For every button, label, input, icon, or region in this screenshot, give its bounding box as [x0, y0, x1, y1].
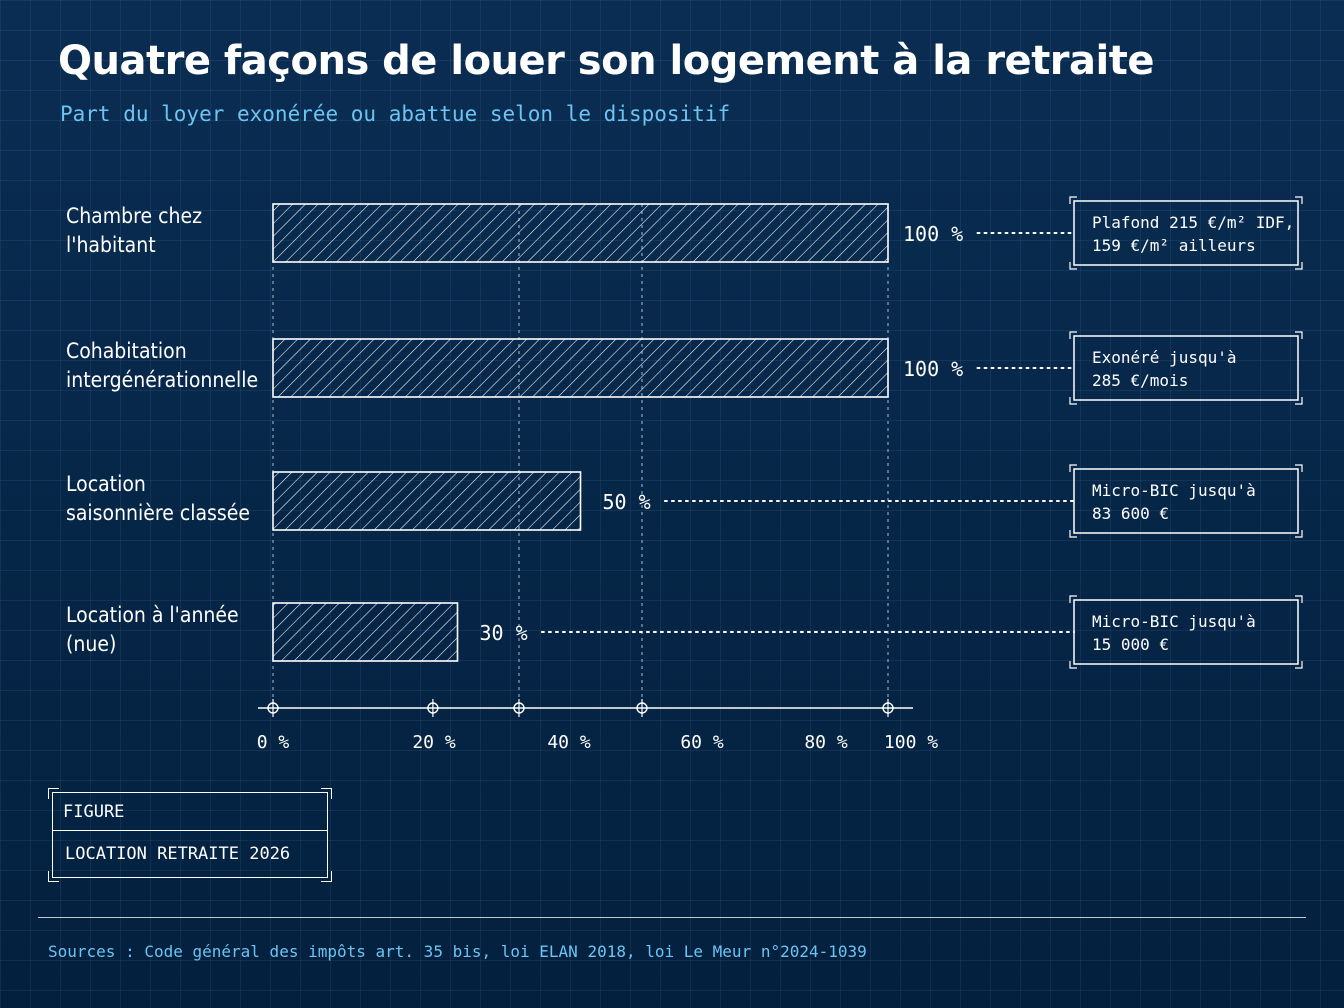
note-corner — [1069, 196, 1077, 204]
figure-corner — [48, 871, 59, 882]
value-label: 100 % — [903, 357, 963, 381]
bar — [272, 203, 889, 263]
x-tick-label: 80 % — [804, 732, 848, 753]
note-text: 285 €/mois — [1092, 371, 1188, 390]
note-box — [1073, 200, 1299, 266]
figure-caption: LOCATION RETRAITE 2026 — [65, 844, 291, 864]
figure-label: FIGURE — [53, 793, 327, 831]
value-label: 100 % — [903, 222, 963, 246]
x-tick-marker — [427, 699, 439, 717]
x-tick-marker — [513, 699, 525, 717]
category-label: intergénérationnelle — [66, 368, 258, 392]
note-text: Micro-BIC jusqu'à — [1092, 481, 1256, 500]
category-label: Location à l'année — [66, 603, 239, 627]
note-corner — [1295, 595, 1303, 603]
note-box — [1073, 468, 1299, 534]
note-corner — [1295, 661, 1303, 669]
figure-corner — [321, 788, 332, 799]
figure-corner — [48, 788, 59, 799]
category-label: saisonnière classée — [66, 501, 250, 525]
note-text: 15 000 € — [1092, 635, 1169, 654]
note-corner — [1069, 464, 1077, 472]
sources-text: Sources : Code général des impôts art. 3… — [48, 942, 867, 961]
note-corner — [1069, 397, 1077, 405]
chart-title: Quatre façons de louer son logement à la… — [58, 38, 1155, 84]
chart-subtitle: Part du loyer exonérée ou abattue selon … — [60, 102, 731, 126]
note-corner — [1295, 397, 1303, 405]
bars: Chambre chez l'habitant 100 % Plafond 215 €… — [66, 196, 1303, 669]
x-tick-marker — [267, 699, 279, 717]
x-tick-label: 60 % — [680, 732, 724, 753]
category-label: Chambre chez — [66, 204, 202, 228]
x-tick-label: 20 % — [412, 732, 456, 753]
note-corner — [1295, 530, 1303, 538]
note-corner — [1295, 331, 1303, 339]
figure-box: FIGURE LOCATION RETRAITE 2026 — [48, 788, 332, 882]
note-text: Exonéré jusqu'à — [1092, 348, 1237, 367]
note-corner — [1295, 196, 1303, 204]
x-tick-label: 0 % — [257, 732, 290, 753]
category-label: Location — [66, 472, 146, 496]
x-tick-label: 100 % — [884, 732, 938, 753]
value-label: 50 % — [603, 490, 651, 514]
note-box — [1073, 335, 1299, 401]
x-axis: 0 % 20 % 40 % 60 % 80 % 100 % — [257, 699, 938, 753]
note-corner — [1295, 464, 1303, 472]
value-label: 30 % — [480, 621, 528, 645]
note-text: Micro-BIC jusqu'à — [1092, 612, 1256, 631]
x-tick-label: 40 % — [547, 732, 591, 753]
x-tick-marker — [882, 699, 894, 717]
bar-chart: Chambre chez l'habitant 100 % Plafond 215 €… — [66, 196, 1303, 753]
note-corner — [1069, 530, 1077, 538]
category-label: (nue) — [66, 632, 116, 656]
bar — [272, 602, 459, 662]
category-label: l'habitant — [66, 233, 156, 257]
note-text: 83 600 € — [1092, 504, 1169, 523]
category-label: Cohabitation — [66, 339, 187, 363]
note-corner — [1069, 331, 1077, 339]
note-corner — [1069, 661, 1077, 669]
x-tick-marker — [636, 699, 648, 717]
note-corner — [1069, 262, 1077, 270]
footer-divider — [38, 917, 1306, 918]
note-box — [1073, 599, 1299, 665]
note-text: Plafond 215 €/m² IDF, — [1092, 213, 1294, 232]
bar — [272, 338, 889, 398]
note-text: 159 €/m² ailleurs — [1092, 236, 1256, 255]
figure-corner — [321, 871, 332, 882]
note-corner — [1069, 595, 1077, 603]
note-corner — [1295, 262, 1303, 270]
bar — [272, 471, 582, 531]
